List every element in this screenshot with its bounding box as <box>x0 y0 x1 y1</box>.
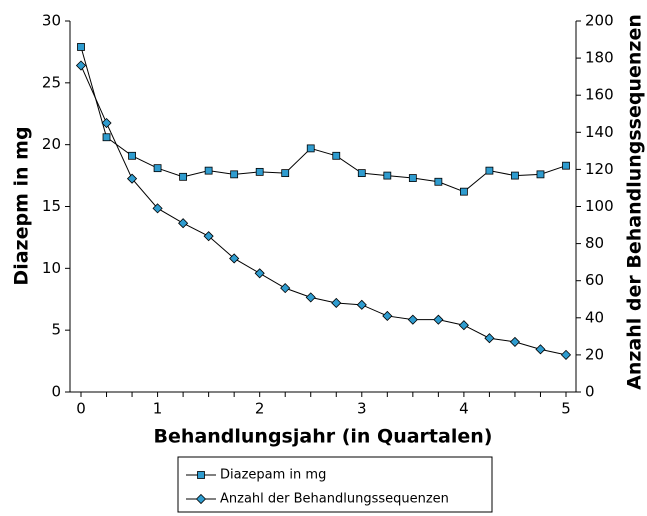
legend-box <box>177 456 493 513</box>
y-tick-label: 0 <box>51 383 61 401</box>
x-tick-label: 4 <box>459 400 469 418</box>
marker <box>332 151 341 160</box>
marker <box>433 314 444 325</box>
marker <box>511 171 519 180</box>
marker <box>254 268 265 279</box>
marker <box>101 117 112 129</box>
y-tick-label: 25 <box>42 73 61 91</box>
marker <box>178 218 189 229</box>
x-tick-label: 5 <box>561 400 571 418</box>
x-tick-label: 1 <box>153 400 163 418</box>
marker <box>408 174 417 182</box>
marker <box>458 320 469 331</box>
y2-tick-label: 120 <box>585 160 614 178</box>
marker <box>509 336 521 347</box>
x-tick-label: 0 <box>76 400 86 418</box>
y-axis-title: Diazepm in mg <box>11 126 33 285</box>
marker <box>382 310 393 322</box>
y-tick-label: 5 <box>51 321 61 339</box>
marker <box>75 60 87 71</box>
marker <box>484 333 495 344</box>
legend-label: Diazepam in mg <box>220 468 326 483</box>
y2-tick-label: 140 <box>585 123 614 141</box>
marker <box>152 203 163 214</box>
y2-tick-label: 20 <box>585 345 604 363</box>
marker <box>179 172 188 181</box>
marker <box>77 43 85 51</box>
marker <box>197 471 205 479</box>
series-line <box>80 46 567 193</box>
marker <box>204 166 213 175</box>
marker <box>357 169 366 178</box>
x-tick-label: 3 <box>357 400 367 418</box>
marker <box>560 349 572 360</box>
marker <box>383 171 392 180</box>
marker <box>331 297 342 309</box>
y-tick-label: 10 <box>42 259 61 277</box>
marker <box>230 170 239 179</box>
marker <box>407 314 418 325</box>
marker <box>280 283 291 294</box>
marker <box>128 151 136 160</box>
marker <box>102 133 111 142</box>
marker <box>536 170 545 179</box>
y2-tick-label: 160 <box>585 86 614 104</box>
marker <box>535 344 546 355</box>
marker <box>195 493 207 505</box>
y2-tick-label: 0 <box>585 383 595 401</box>
marker <box>153 164 162 173</box>
y-tick-label: 20 <box>42 135 61 153</box>
y2-tick-label: 40 <box>585 308 604 326</box>
marker <box>126 173 138 184</box>
marker <box>229 253 240 264</box>
legend-label: Anzahl der Behandlungssequenzen <box>220 492 449 507</box>
y2-tick-label: 100 <box>585 197 614 215</box>
marker <box>485 166 494 175</box>
marker <box>562 161 570 170</box>
y-tick-label: 15 <box>42 197 61 215</box>
marker <box>305 292 316 303</box>
marker <box>459 187 468 196</box>
y2-tick-label: 180 <box>585 49 614 67</box>
marker <box>434 177 443 186</box>
marker <box>203 231 214 242</box>
marker <box>356 299 367 310</box>
y2-axis-title: Anzahl der Behandlungssequenzen <box>624 14 646 390</box>
marker <box>255 167 264 176</box>
marker <box>306 144 315 153</box>
series-line <box>80 65 567 356</box>
y2-tick-label: 80 <box>585 234 604 252</box>
x-axis-title: Behandlungsjahr (in Quartalen) <box>154 426 493 448</box>
y-tick-label: 30 <box>42 12 61 30</box>
marker <box>281 169 290 178</box>
y2-tick-label: 200 <box>585 12 614 30</box>
x-tick-label: 2 <box>255 400 265 418</box>
y2-tick-label: 60 <box>585 271 604 289</box>
